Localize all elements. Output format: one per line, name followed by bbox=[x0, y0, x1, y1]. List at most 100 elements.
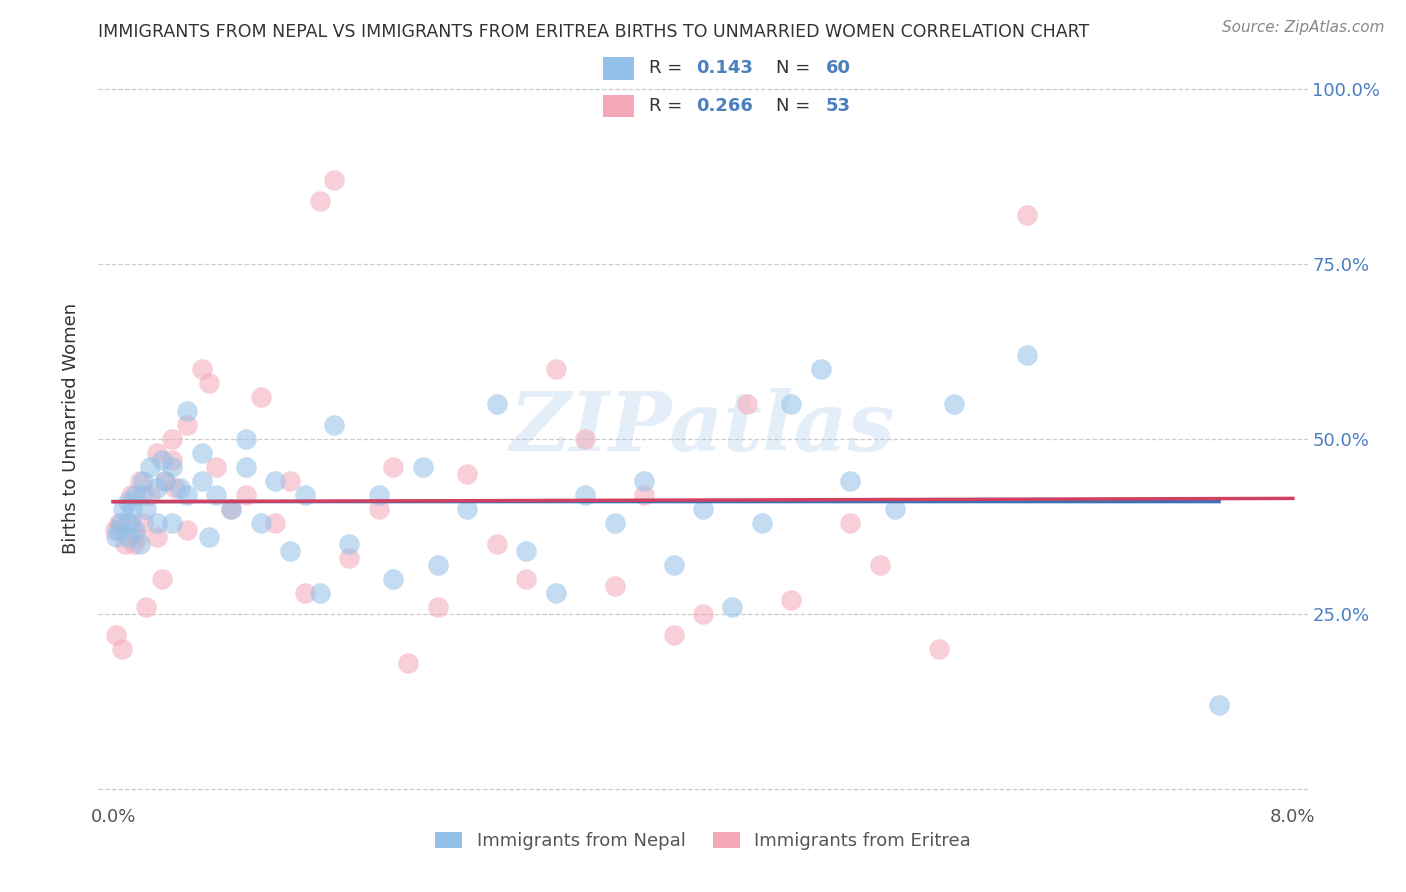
Point bbox=[146, 530, 169, 544]
Point bbox=[235, 488, 257, 502]
Point bbox=[574, 432, 596, 446]
Point bbox=[105, 530, 128, 544]
Point bbox=[104, 523, 127, 537]
Point bbox=[1017, 208, 1039, 222]
Text: R =: R = bbox=[650, 97, 689, 115]
Point bbox=[125, 530, 148, 544]
Point bbox=[120, 516, 142, 530]
Point bbox=[153, 474, 176, 488]
Point bbox=[110, 516, 132, 530]
Point bbox=[160, 452, 183, 467]
Y-axis label: Births to Unmarried Women: Births to Unmarried Women bbox=[62, 302, 80, 554]
Point bbox=[131, 488, 153, 502]
Point bbox=[139, 488, 162, 502]
Point bbox=[278, 474, 301, 488]
Point bbox=[264, 474, 287, 488]
Point bbox=[942, 397, 965, 411]
Point bbox=[692, 607, 714, 621]
Point bbox=[662, 558, 685, 572]
Point bbox=[165, 481, 187, 495]
Point bbox=[337, 537, 360, 551]
Point bbox=[278, 543, 301, 558]
Point bbox=[294, 585, 316, 599]
Point bbox=[135, 501, 157, 516]
Point bbox=[190, 474, 212, 488]
Text: N =: N = bbox=[776, 97, 815, 115]
Point bbox=[883, 501, 905, 516]
Point bbox=[235, 432, 257, 446]
Point bbox=[198, 376, 221, 390]
Point bbox=[426, 599, 449, 614]
Point bbox=[544, 361, 567, 376]
Point bbox=[294, 488, 316, 502]
Point bbox=[153, 474, 176, 488]
Point bbox=[692, 501, 714, 516]
Point bbox=[367, 501, 389, 516]
Bar bbox=[603, 95, 634, 118]
Point bbox=[219, 501, 242, 516]
Point bbox=[264, 516, 287, 530]
Point bbox=[735, 397, 758, 411]
Point bbox=[205, 459, 228, 474]
Point bbox=[160, 516, 183, 530]
Text: N =: N = bbox=[776, 60, 815, 78]
Point bbox=[122, 537, 145, 551]
Point bbox=[456, 467, 478, 481]
Point bbox=[124, 488, 146, 502]
Point bbox=[128, 537, 150, 551]
Text: ZIPatlas: ZIPatlas bbox=[510, 388, 896, 468]
Point bbox=[633, 488, 655, 502]
Point bbox=[426, 558, 449, 572]
Point bbox=[112, 501, 135, 516]
Point bbox=[308, 585, 330, 599]
Text: Source: ZipAtlas.com: Source: ZipAtlas.com bbox=[1222, 20, 1385, 35]
Point bbox=[367, 488, 389, 502]
Point bbox=[810, 361, 832, 376]
Point bbox=[780, 592, 803, 607]
Text: 0.143: 0.143 bbox=[696, 60, 752, 78]
Point bbox=[1208, 698, 1230, 712]
Point bbox=[337, 550, 360, 565]
Point bbox=[160, 459, 183, 474]
Point bbox=[120, 488, 142, 502]
Point bbox=[176, 523, 198, 537]
Text: 53: 53 bbox=[825, 97, 851, 115]
Point bbox=[928, 641, 950, 656]
Point bbox=[780, 397, 803, 411]
Point bbox=[382, 572, 405, 586]
Point bbox=[323, 417, 346, 432]
Point bbox=[485, 397, 508, 411]
Point bbox=[515, 543, 537, 558]
Point bbox=[515, 572, 537, 586]
Point bbox=[1017, 348, 1039, 362]
Point bbox=[131, 516, 153, 530]
Point bbox=[190, 445, 212, 459]
Point bbox=[869, 558, 891, 572]
Point bbox=[128, 474, 150, 488]
Point bbox=[396, 656, 419, 670]
Point bbox=[721, 599, 744, 614]
Point bbox=[139, 459, 162, 474]
Text: R =: R = bbox=[650, 60, 689, 78]
Point bbox=[117, 516, 139, 530]
Point bbox=[456, 501, 478, 516]
Text: 0.266: 0.266 bbox=[696, 97, 752, 115]
Point bbox=[544, 585, 567, 599]
Point bbox=[198, 530, 221, 544]
Point bbox=[190, 361, 212, 376]
Point bbox=[131, 474, 153, 488]
Point bbox=[323, 172, 346, 186]
Legend: Immigrants from Nepal, Immigrants from Eritrea: Immigrants from Nepal, Immigrants from E… bbox=[427, 825, 979, 857]
Point bbox=[235, 459, 257, 474]
Text: IMMIGRANTS FROM NEPAL VS IMMIGRANTS FROM ERITREA BIRTHS TO UNMARRIED WOMEN CORRE: IMMIGRANTS FROM NEPAL VS IMMIGRANTS FROM… bbox=[98, 23, 1090, 41]
Point bbox=[603, 516, 626, 530]
Point bbox=[751, 516, 773, 530]
Point bbox=[382, 459, 405, 474]
Point bbox=[108, 516, 131, 530]
Point bbox=[111, 641, 134, 656]
Point bbox=[105, 628, 128, 642]
Point bbox=[117, 530, 139, 544]
Point bbox=[485, 537, 508, 551]
Point bbox=[176, 488, 198, 502]
Point bbox=[160, 432, 183, 446]
